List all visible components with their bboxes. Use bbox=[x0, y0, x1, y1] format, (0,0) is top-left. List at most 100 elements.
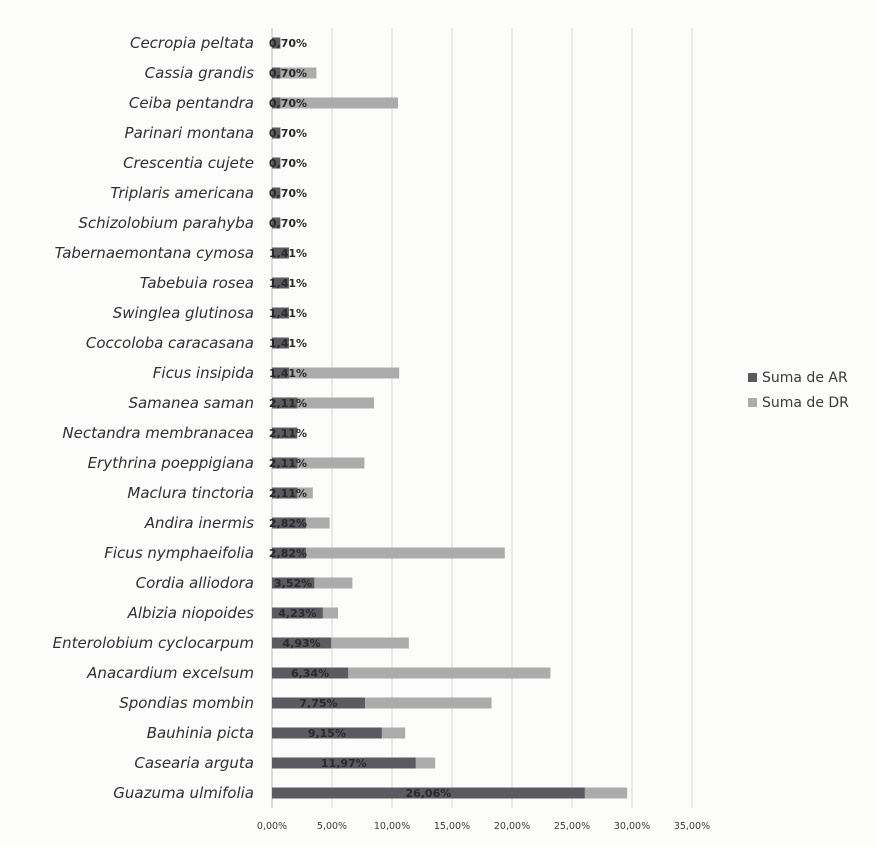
bar-ar bbox=[272, 787, 585, 799]
category-label: Tabernaemontana cymosa bbox=[55, 244, 254, 262]
data-label: 3,52% bbox=[274, 577, 312, 590]
bar-ar bbox=[272, 487, 298, 499]
bar-ar bbox=[272, 427, 298, 439]
bar-dr bbox=[272, 397, 374, 409]
bar-ar bbox=[272, 727, 382, 739]
bar-ar bbox=[272, 367, 289, 379]
bar-dr bbox=[272, 547, 505, 559]
data-label: 2,82% bbox=[269, 547, 307, 560]
category-label: Cassia grandis bbox=[145, 64, 254, 82]
data-label: 0,70% bbox=[269, 157, 307, 170]
category-label: Tabebuia rosea bbox=[140, 274, 254, 292]
bar-ar bbox=[272, 337, 289, 349]
bar-ar bbox=[272, 157, 281, 169]
data-label: 26,06% bbox=[405, 787, 451, 800]
bar-ar bbox=[272, 607, 323, 619]
x-tick-label: 35,00% bbox=[674, 821, 710, 832]
category-label: Cordia alliodora bbox=[136, 574, 254, 592]
data-label: 1,41% bbox=[269, 337, 307, 350]
data-label: 0,70% bbox=[269, 187, 307, 200]
data-label: 9,15% bbox=[308, 727, 346, 740]
bar-dr bbox=[272, 97, 398, 109]
data-label: 1,41% bbox=[269, 247, 307, 260]
bar-ar bbox=[272, 757, 416, 769]
category-label: Albizia niopoides bbox=[127, 604, 255, 622]
bar-ar bbox=[272, 667, 349, 679]
data-label: 0,70% bbox=[269, 97, 307, 110]
data-label: 6,34% bbox=[291, 667, 329, 680]
bar-ar bbox=[272, 697, 365, 709]
x-tick-label: 20,00% bbox=[494, 821, 530, 832]
data-label: 1,41% bbox=[269, 367, 307, 380]
bar-ar bbox=[272, 187, 281, 199]
bar-ar bbox=[272, 577, 315, 589]
bar-dr bbox=[272, 67, 317, 79]
bar-ar bbox=[272, 217, 281, 229]
legend-label: Suma de DR bbox=[762, 395, 849, 411]
category-label: Crescentia cujete bbox=[123, 154, 254, 172]
x-tick-label: 0,00% bbox=[257, 821, 287, 832]
bar-ar bbox=[272, 457, 298, 469]
category-label: Bauhinia picta bbox=[147, 724, 254, 742]
data-label: 0,70% bbox=[269, 37, 307, 50]
category-label: Nectandra membranacea bbox=[62, 424, 254, 442]
x-tick-label: 10,00% bbox=[374, 821, 410, 832]
bar-ar bbox=[272, 127, 281, 139]
bar-ar bbox=[272, 277, 289, 289]
data-label: 2,11% bbox=[269, 487, 307, 500]
bar-ar bbox=[272, 67, 281, 79]
bar-dr bbox=[272, 637, 409, 649]
category-label: Casearia arguta bbox=[134, 754, 254, 772]
x-tick-label: 30,00% bbox=[614, 821, 650, 832]
category-label: Andira inermis bbox=[144, 514, 254, 532]
data-label: 7,75% bbox=[299, 697, 337, 710]
data-label: 0,70% bbox=[269, 67, 307, 80]
x-tick-label: 25,00% bbox=[554, 821, 590, 832]
category-label: Guazuma ulmifolia bbox=[113, 784, 254, 802]
data-label: 2,11% bbox=[269, 457, 307, 470]
bar-ar bbox=[272, 37, 281, 49]
category-label: Ceiba pentandra bbox=[129, 94, 254, 112]
legend: Suma de AR Suma de DR bbox=[748, 370, 849, 411]
legend-label: Suma de AR bbox=[762, 370, 848, 386]
data-label: 2,11% bbox=[269, 427, 307, 440]
bar-ar bbox=[272, 517, 306, 529]
legend-swatch bbox=[748, 373, 757, 382]
legend-swatch bbox=[748, 398, 757, 407]
data-label: 0,70% bbox=[269, 127, 307, 140]
bar-dr bbox=[272, 697, 492, 709]
category-label: Ficus nymphaeifolia bbox=[104, 544, 254, 562]
x-tick-label: 5,00% bbox=[317, 821, 347, 832]
category-label: Anacardium excelsum bbox=[86, 664, 254, 682]
category-label: Enterolobium cyclocarpum bbox=[53, 634, 254, 652]
category-label: Erythrina poeppigiana bbox=[88, 454, 254, 472]
category-label: Schizolobium parahyba bbox=[78, 214, 254, 232]
data-label: 2,11% bbox=[269, 397, 307, 410]
data-label: 4,23% bbox=[278, 607, 316, 620]
bar-ar bbox=[272, 547, 306, 559]
category-label: Maclura tinctoria bbox=[127, 484, 254, 502]
bar-dr bbox=[272, 667, 551, 679]
bar-ar bbox=[272, 397, 298, 409]
data-label: 11,97% bbox=[321, 757, 367, 770]
category-label: Triplaris americana bbox=[110, 184, 254, 202]
data-label: 0,70% bbox=[269, 217, 307, 230]
bar-dr bbox=[272, 367, 400, 379]
bar-ar bbox=[272, 637, 332, 649]
bar-ar bbox=[272, 97, 281, 109]
bars bbox=[272, 37, 628, 799]
category-label: Ficus insipida bbox=[153, 364, 254, 382]
bar-ar bbox=[272, 247, 289, 259]
data-label: 1,41% bbox=[269, 277, 307, 290]
data-label: 1,41% bbox=[269, 307, 307, 320]
bar-ar bbox=[272, 307, 289, 319]
category-label: Spondias mombin bbox=[119, 694, 254, 712]
data-label: 2,82% bbox=[269, 517, 307, 530]
labels: 0,00% 5,00% 10,00% 15,00% 20,00% 25,00% 30,00%… bbox=[53, 34, 710, 832]
x-tick-label: 15,00% bbox=[434, 821, 470, 832]
bar-dr bbox=[272, 457, 365, 469]
category-label: Swinglea glutinosa bbox=[113, 304, 254, 322]
data-label: 4,93% bbox=[282, 637, 320, 650]
